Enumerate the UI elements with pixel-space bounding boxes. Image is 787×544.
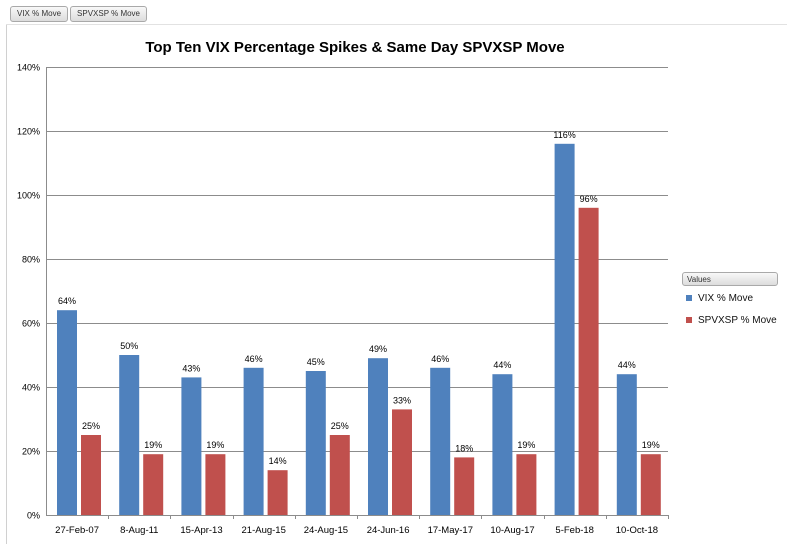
bar-vix[interactable] — [243, 367, 264, 515]
y-tick-label: 40% — [22, 383, 40, 393]
data-label-spvxsp: 25% — [331, 421, 349, 431]
x-tick-label: 24-Aug-15 — [304, 525, 348, 536]
pivot-frame-top — [6, 24, 787, 25]
bar-vix[interactable] — [57, 310, 77, 515]
bar-spvxsp[interactable] — [392, 409, 412, 515]
data-label-spvxsp: 33% — [393, 395, 411, 405]
legend-label-spvxsp: SPVXSP % Move — [698, 314, 777, 326]
bar-vix[interactable] — [181, 377, 202, 515]
bar-vix[interactable] — [119, 355, 140, 515]
pivot-field-strip: VIX % Move SPVXSP % Move — [10, 6, 148, 22]
y-tick-label: 60% — [22, 319, 40, 329]
x-tick-label: 10-Oct-18 — [616, 525, 658, 536]
legend-item-vix[interactable]: VIX % Move — [682, 288, 782, 308]
data-label-vix: 45% — [307, 357, 325, 367]
bar-spvxsp[interactable] — [143, 454, 164, 515]
data-label-vix: 64% — [58, 296, 76, 306]
bar-vix[interactable] — [492, 374, 513, 515]
data-label-vix: 49% — [369, 344, 387, 354]
bar-spvxsp[interactable] — [454, 457, 475, 515]
x-tick-label: 24-Jun-16 — [367, 525, 410, 536]
data-label-spvxsp: 25% — [82, 421, 100, 431]
x-tick-label: 8-Aug-11 — [120, 525, 158, 536]
data-label-vix: 116% — [553, 130, 575, 140]
legend-label-vix: VIX % Move — [698, 292, 754, 304]
data-labels: 64% 25% 50% 19% 43% 19% 46% 14% 45% 25% 49% 33% 46% 1… — [58, 130, 660, 466]
chart-title: Top Ten VIX Percentage Spikes & Same Day… — [145, 39, 564, 56]
field-button-spvxsp[interactable]: SPVXSP % Move — [70, 6, 148, 22]
bar-vix[interactable] — [430, 367, 451, 515]
y-tick-label: 20% — [22, 447, 40, 457]
bar-spvxsp[interactable] — [267, 470, 288, 515]
data-label-spvxsp: 19% — [517, 440, 535, 450]
bar-spvxsp[interactable] — [578, 207, 599, 516]
data-label-vix: 44% — [493, 360, 511, 370]
data-label-vix: 44% — [618, 360, 636, 370]
bar-spvxsp[interactable] — [81, 435, 101, 515]
legend-header[interactable]: Values — [682, 272, 778, 286]
bar-spvxsp[interactable] — [640, 454, 661, 515]
y-tick-label: 120% — [17, 127, 40, 137]
pivot-frame-left — [6, 24, 7, 544]
x-tick-label: 5-Feb-18 — [555, 525, 594, 536]
field-button-vix[interactable]: VIX % Move — [10, 6, 69, 22]
data-label-vix: 46% — [245, 354, 263, 364]
bar-spvxsp[interactable] — [516, 454, 537, 515]
x-tick-label: 17-May-17 — [428, 525, 473, 536]
legend-swatch-vix — [686, 295, 692, 301]
legend-item-spvxsp[interactable]: SPVXSP % Move — [682, 310, 782, 330]
tick-labels: 0% 20% 40% 60% 80% 100% 120% 140% 27-Feb-07 8-Aug… — [17, 63, 658, 537]
data-label-vix: 50% — [120, 341, 138, 351]
x-tick-label: 10-Aug-17 — [490, 525, 534, 536]
x-tick-label: 27-Feb-07 — [55, 525, 99, 536]
data-label-spvxsp: 14% — [269, 456, 287, 466]
bar-spvxsp[interactable] — [329, 435, 350, 515]
axes — [46, 67, 669, 519]
data-label-spvxsp: 19% — [144, 440, 162, 450]
bar-spvxsp[interactable] — [205, 454, 226, 515]
bars — [57, 143, 661, 516]
legend-swatch-spvxsp — [686, 317, 692, 323]
x-tick-label: 15-Apr-13 — [180, 525, 222, 536]
y-tick-label: 80% — [22, 255, 40, 265]
bar-vix[interactable] — [368, 358, 388, 515]
gridlines — [46, 67, 668, 452]
data-label-spvxsp: 19% — [642, 440, 660, 450]
data-label-vix: 46% — [431, 354, 449, 364]
y-tick-label: 0% — [27, 511, 40, 521]
y-tick-label: 140% — [17, 63, 40, 73]
x-tick-label: 21-Aug-15 — [242, 525, 286, 536]
data-label-vix: 43% — [182, 363, 200, 373]
data-label-spvxsp: 18% — [455, 443, 473, 453]
bar-vix[interactable] — [305, 371, 326, 515]
data-label-spvxsp: 19% — [206, 440, 224, 450]
y-tick-label: 100% — [17, 191, 40, 201]
bar-vix[interactable] — [554, 143, 575, 516]
data-label-spvxsp: 96% — [580, 194, 598, 204]
bar-vix[interactable] — [616, 374, 637, 515]
legend: Values VIX % Move SPVXSP % Move — [682, 272, 782, 330]
